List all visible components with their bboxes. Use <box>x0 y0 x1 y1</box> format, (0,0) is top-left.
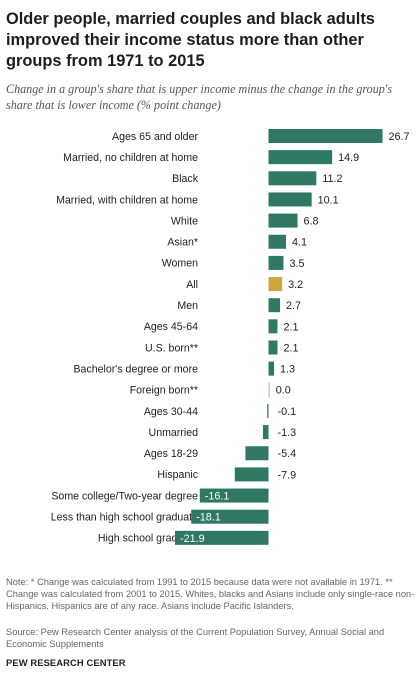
bar <box>268 129 383 143</box>
value-label: 4.1 <box>292 237 307 249</box>
value-label: -7.9 <box>278 469 297 481</box>
bar <box>191 509 269 524</box>
category-label: Foreign born** <box>130 385 198 397</box>
value-label: 0.0 <box>276 385 291 397</box>
value-label: -16.1 <box>205 490 230 502</box>
value-label: -1.3 <box>278 427 297 439</box>
category-label: Some college/Two-year degree <box>51 490 198 502</box>
bar-row: U.S. born** 2.1 <box>145 340 298 355</box>
bar-row: Married, no children at home 14.9 <box>63 150 359 165</box>
category-label: Hispanic <box>157 469 198 481</box>
bar <box>268 298 281 313</box>
bar-row: Bachelor's degree or more 1.3 <box>73 361 295 376</box>
bar-row: Ages 65 and older 26.7 <box>112 129 410 143</box>
bar <box>268 340 278 355</box>
chart-title: Older people, married couples and black … <box>6 10 375 70</box>
category-label: Bachelor's degree or more <box>73 363 198 375</box>
bar <box>268 150 333 165</box>
bar <box>234 467 269 482</box>
value-label: 2.1 <box>283 342 298 354</box>
bar <box>268 319 278 334</box>
value-label: 11.2 <box>322 173 342 185</box>
bar-row: White 6.8 <box>171 213 319 228</box>
bar-row: All 3.2 <box>186 277 303 292</box>
value-label: -5.4 <box>278 448 297 460</box>
value-label: 3.5 <box>289 258 304 270</box>
category-label: Ages 45-64 <box>144 321 198 333</box>
category-label: High school graduate <box>98 533 198 545</box>
bar <box>262 425 269 440</box>
bar <box>174 530 269 545</box>
bar-row: Asian* 4.1 <box>167 234 307 249</box>
bar <box>268 213 298 228</box>
bar <box>268 277 283 292</box>
category-label: Black <box>172 173 199 185</box>
chart-note: Note: * Change was calculated from 1991 … <box>6 577 415 611</box>
bar-row: Foreign born** 0.0 <box>130 382 291 397</box>
category-label: Asian* <box>167 237 198 249</box>
bar <box>268 382 270 397</box>
bar <box>268 192 312 207</box>
bar-chart: Ages 65 and older 26.7 Married, no childre… <box>51 129 410 545</box>
category-label: Unmarried <box>149 427 199 439</box>
bar-row: Less than high school graduate-18.1 <box>51 509 269 524</box>
value-label: 1.3 <box>280 364 295 376</box>
bar-row: Unmarried -1.3 <box>149 425 297 440</box>
category-label: U.S. born** <box>145 342 198 354</box>
bars-layer: Ages 65 and older 26.7 Married, no childre… <box>51 129 410 545</box>
bar <box>268 361 275 376</box>
bar-row: Ages 30-44 -0.1 <box>144 403 297 418</box>
bar-row: Ages 45-64 2.1 <box>144 319 298 334</box>
category-label: Ages 30-44 <box>144 406 198 418</box>
bar-row: Ages 18-29 -5.4 <box>144 446 297 461</box>
category-label: All <box>186 279 198 291</box>
bar-row: Men 2.7 <box>177 298 301 313</box>
value-label: 26.7 <box>389 131 410 143</box>
value-label: 3.2 <box>288 279 303 291</box>
bar <box>199 488 269 503</box>
category-label: Married, with children at home <box>56 194 198 206</box>
value-label: -0.1 <box>278 406 297 418</box>
category-label: Less than high school graduate <box>51 512 198 524</box>
category-label: Ages 18-29 <box>144 448 198 460</box>
bar-row: Black 11.2 <box>172 171 343 186</box>
bar <box>268 234 287 249</box>
bar-row: Women 3.5 <box>162 255 304 270</box>
bar <box>268 171 317 186</box>
value-label: 14.9 <box>338 152 359 164</box>
value-label: 2.7 <box>286 300 301 312</box>
bar-row: Some college/Two-year degree -16.1 <box>51 488 269 503</box>
bar <box>268 255 284 270</box>
category-label: Men <box>177 300 198 312</box>
value-label: 6.8 <box>304 216 319 228</box>
value-label: -18.1 <box>196 512 221 524</box>
value-label: -21.9 <box>180 533 205 545</box>
category-label: Ages 65 and older <box>112 131 198 143</box>
chart-subtitle: Change in a group's share that is upper … <box>6 82 393 112</box>
category-label: White <box>171 215 198 227</box>
value-label: 10.1 <box>318 194 339 206</box>
bar <box>267 403 269 418</box>
bar-row: Hispanic -7.9 <box>157 467 297 482</box>
chart-source: Source: Pew Research Center analysis of … <box>6 627 385 649</box>
bar <box>245 446 269 461</box>
brand-label: PEW RESEARCH CENTER <box>6 657 126 668</box>
bar-row: Married, with children at home 10.1 <box>56 192 339 207</box>
category-label: Married, no children at home <box>63 152 198 164</box>
category-label: Women <box>162 258 198 270</box>
value-label: 2.1 <box>283 321 298 333</box>
bar-row: High school graduate-21.9 <box>98 530 269 545</box>
